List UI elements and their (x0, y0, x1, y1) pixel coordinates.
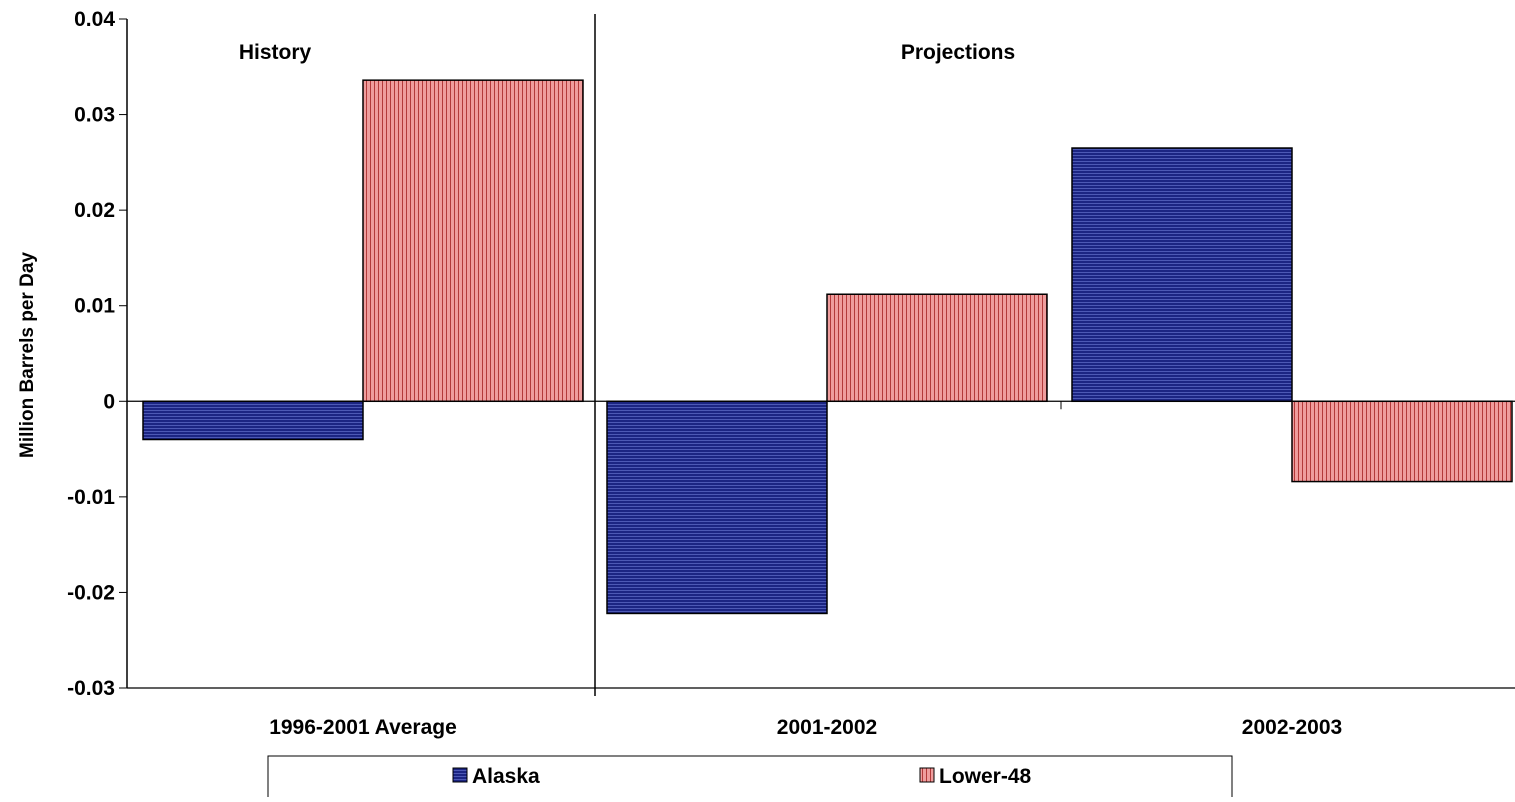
y-axis-title: Million Barrels per Day (17, 252, 38, 458)
y-tick-label: 0.01 (74, 295, 115, 318)
x-category-label: 2001-2002 (777, 716, 877, 739)
bar-alaska-1 (606, 400, 828, 615)
bar-alaska-0 (142, 400, 364, 441)
y-tick-label: 0 (103, 390, 115, 413)
y-tick-label: -0.01 (67, 486, 115, 509)
bar-lower-48-2 (1291, 400, 1513, 483)
y-tick-label: -0.02 (67, 581, 115, 604)
y-tick-label: 0.03 (74, 104, 115, 127)
y-tick-label: 0.04 (74, 8, 115, 31)
bar-lower-48-0 (362, 79, 584, 403)
legend-swatch-alaska (452, 767, 468, 783)
bar-alaska-2 (1071, 147, 1293, 403)
x-category-label: 2002-2003 (1242, 716, 1342, 739)
x-category-label: 1996-2001 Average (269, 716, 457, 739)
y-tick-label: -0.03 (67, 677, 115, 700)
y-tick-label: 0.02 (74, 199, 115, 222)
legend: Alaska Lower-48 (267, 755, 1233, 802)
legend-label-lower-48: Lower-48 (939, 765, 1032, 788)
legend-frame (267, 755, 1233, 802)
legend-swatch-lower-48 (919, 767, 935, 783)
projections-label: Projections (901, 41, 1015, 64)
legend-label-alaska: Alaska (472, 765, 540, 788)
bar-lower-48-1 (826, 293, 1048, 403)
history-label: History (239, 41, 312, 64)
